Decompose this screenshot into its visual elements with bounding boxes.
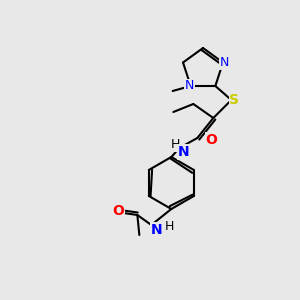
Text: N: N [178,145,189,159]
Text: H: H [165,220,174,233]
Text: H: H [171,139,180,152]
Text: O: O [206,133,217,147]
Text: N: N [185,80,194,92]
Text: O: O [112,204,124,218]
Text: S: S [229,93,239,107]
Text: N: N [219,56,229,69]
Text: N: N [151,223,162,237]
